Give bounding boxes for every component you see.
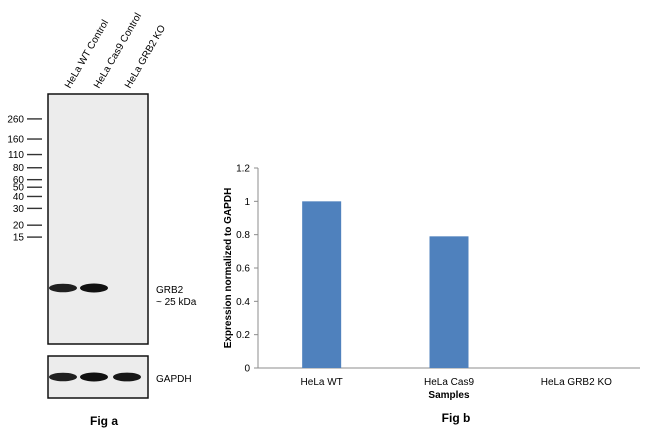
blot-panel [47,93,149,345]
marker-label: 50 [13,183,25,194]
bar [302,201,342,368]
bar [429,236,469,368]
marker-label: 80 [13,163,25,174]
marker-label: 160 [7,135,24,146]
x-tick-labels: HeLa WT HeLa Cas9 HeLa GRB2 KO [301,377,613,388]
grb2-band [49,283,77,293]
bars [302,201,469,368]
western-blot: HeLa WT Control HeLa Cas9 Control HeLa G… [7,11,196,428]
bar-chart: 0 0.2 0.4 0.6 0.8 1 1.2 HeLa WT HeLa Cas9 HeLa G… [223,164,640,425]
grb2-size-label: ~ 25 kDa [156,297,197,308]
y-tick-label: 1.2 [236,164,250,175]
y-tick-label: 0 [244,364,250,375]
marker-label: 60 [13,175,25,186]
y-tick-label: 0.4 [236,297,250,308]
marker-label: 30 [13,204,25,215]
x-tick-label: HeLa GRB2 KO [541,377,612,388]
gapdh-label: GAPDH [156,374,192,385]
y-ticks: 0 0.2 0.4 0.6 0.8 1 1.2 [236,164,258,375]
marker-label: 20 [13,221,25,232]
fig-b-caption: Fig b [442,411,471,425]
gapdh-band [80,372,108,382]
x-axis-label: Samples [428,390,470,401]
y-axis-label: Expression normalized to GAPDH [223,188,234,349]
marker-label: 40 [13,192,25,203]
x-tick-label: HeLa Cas9 [424,377,474,388]
gapdh-band [49,372,77,382]
grb2-band [80,283,108,293]
y-tick-label: 0.2 [236,330,250,341]
marker-label: 110 [8,150,24,161]
y-tick-label: 0.6 [236,264,250,275]
protein-bands [49,283,141,382]
marker-label: 260 [7,114,24,125]
marker-label: 15 [13,233,25,244]
y-tick-label: 0.8 [236,230,250,241]
x-tick-label: HeLa WT [301,377,343,388]
lane-labels: HeLa WT Control HeLa Cas9 Control HeLa G… [63,11,168,90]
y-tick-label: 1 [244,197,250,208]
grb2-label: GRB2 [156,285,184,296]
gapdh-band [113,372,141,382]
fig-a-caption: Fig a [90,414,118,428]
